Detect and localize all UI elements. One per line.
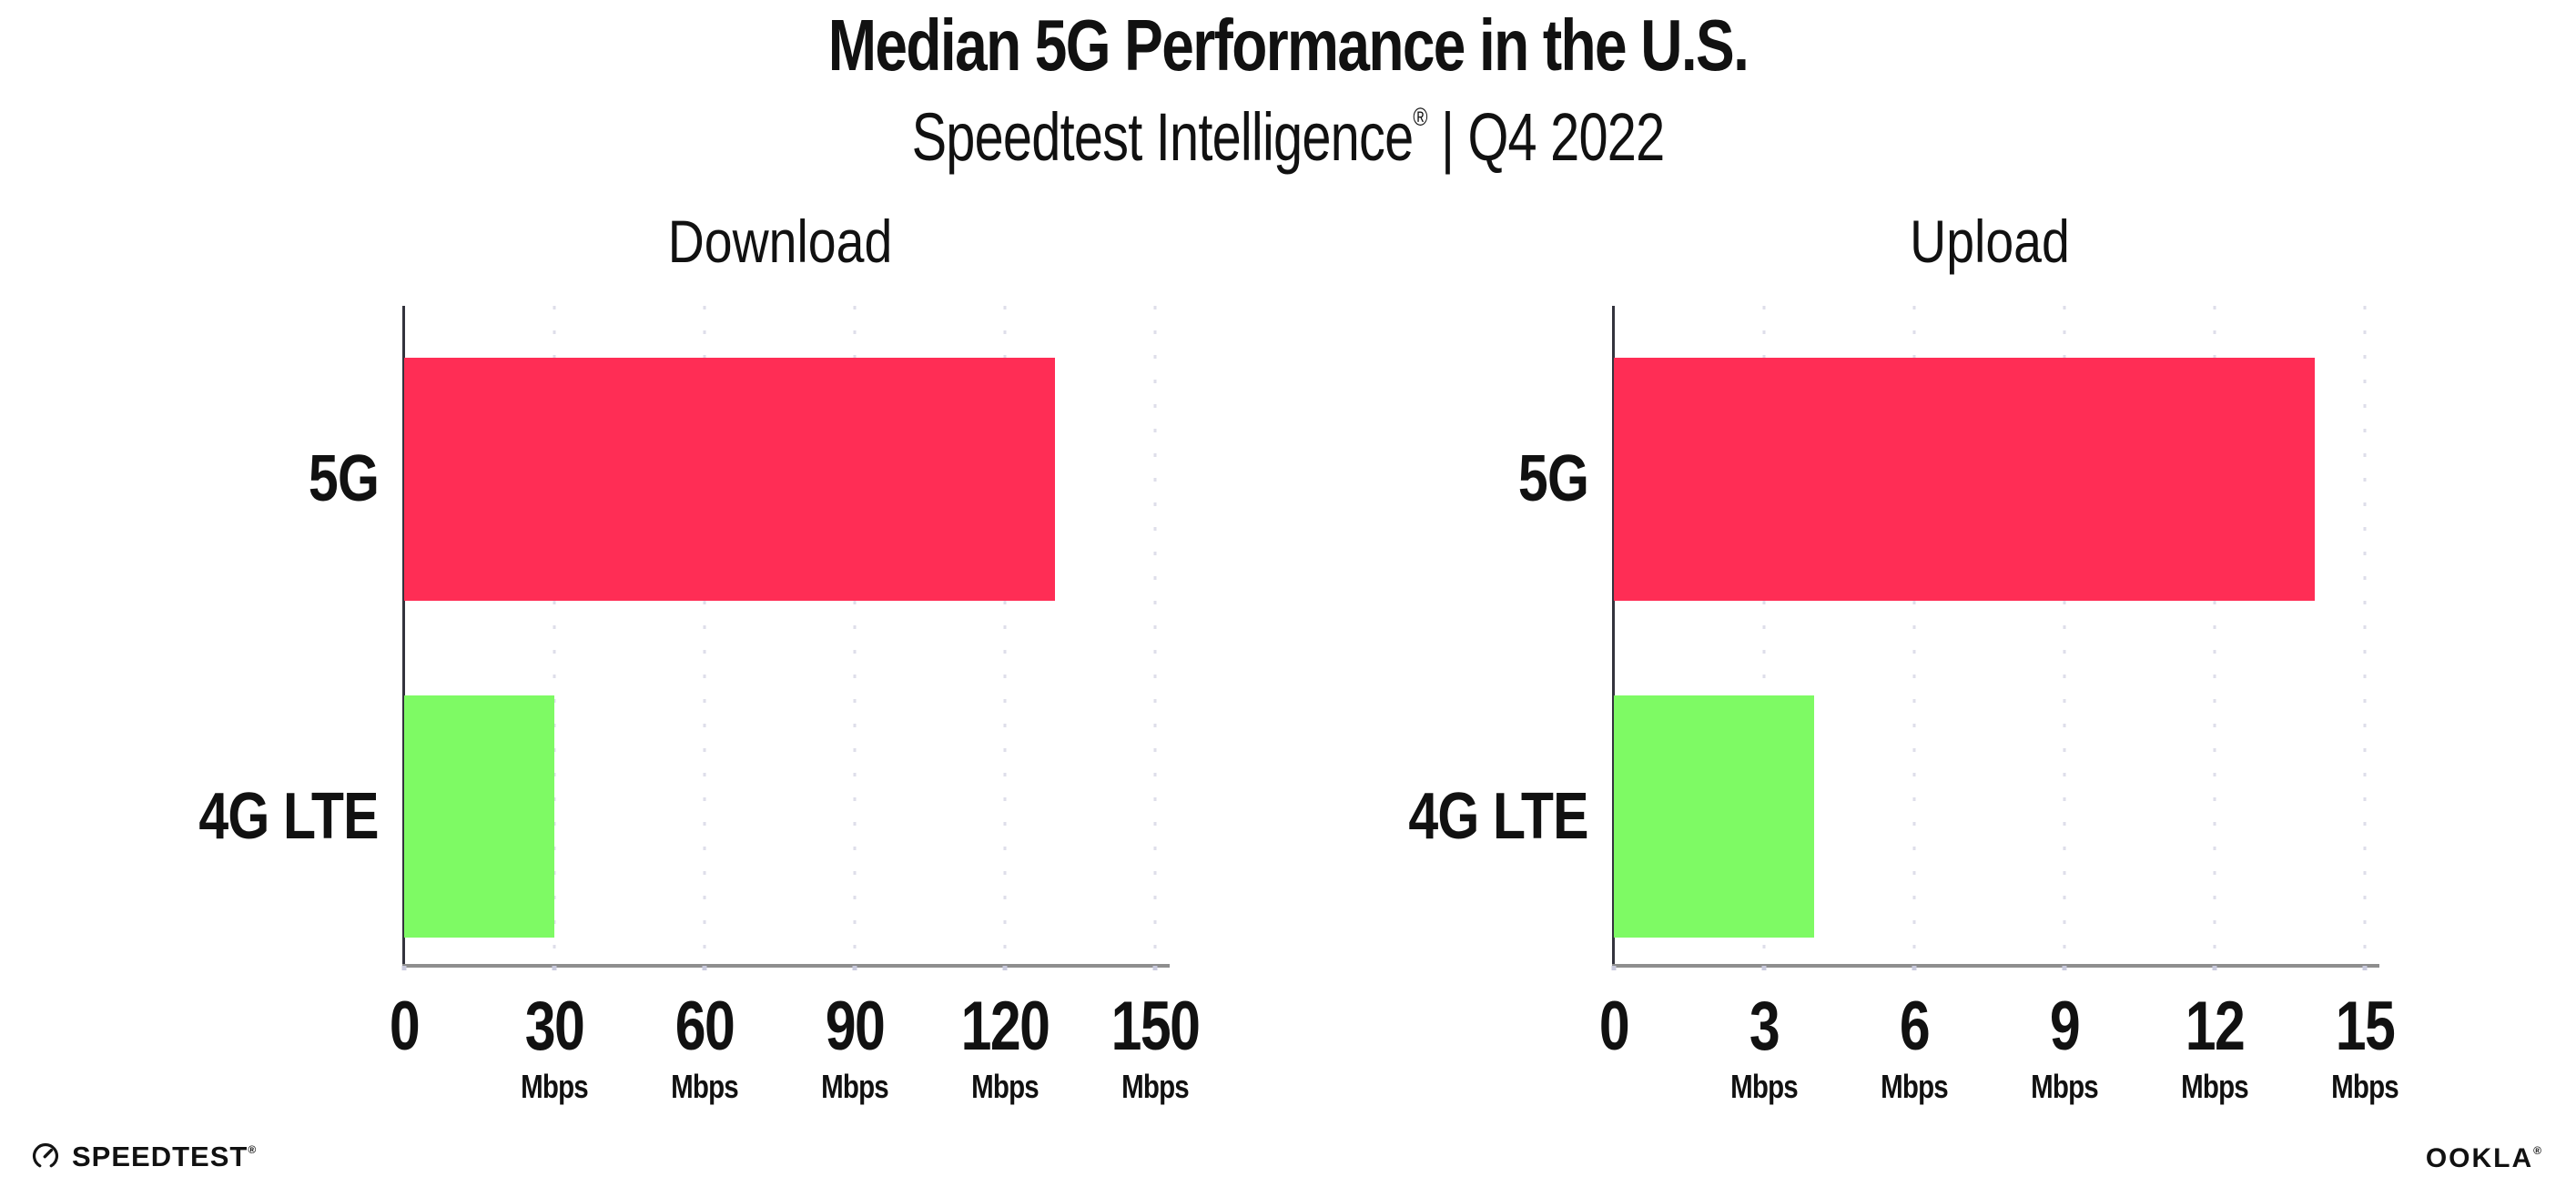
x-tick-value: 120 bbox=[960, 988, 1050, 1065]
speedtest-gauge-icon bbox=[31, 1141, 60, 1171]
bar-4g-lte bbox=[404, 695, 554, 938]
bar-5g bbox=[1614, 358, 2315, 601]
gridline bbox=[853, 306, 857, 965]
ookla-reg-mark: ® bbox=[2533, 1144, 2543, 1157]
page-subtitle: Speedtest Intelligence® | Q4 2022 bbox=[283, 104, 2292, 171]
gridline bbox=[1153, 306, 1157, 965]
x-tick-label: 150 Mbps bbox=[1100, 992, 1211, 1103]
x-tick-value: 0 bbox=[1598, 988, 1630, 1065]
x-tick-unit: Mbps bbox=[521, 1068, 589, 1105]
x-tick-value: 6 bbox=[1899, 988, 1931, 1065]
ookla-logo: OOKLA® bbox=[2426, 1145, 2543, 1172]
x-tick-value: 30 bbox=[524, 988, 585, 1065]
x-tick-unit: Mbps bbox=[2031, 1068, 2099, 1105]
x-axis-line bbox=[402, 964, 1170, 968]
x-tick-value: 60 bbox=[674, 988, 735, 1065]
axis-tick-dot bbox=[2212, 966, 2217, 970]
axis-tick-dot bbox=[1611, 966, 1617, 970]
x-tick-label: 0 bbox=[386, 992, 422, 1061]
x-tick-label: 120 Mbps bbox=[950, 992, 1060, 1103]
subtitle-brand: Speedtest Intelligence bbox=[911, 99, 1415, 175]
axis-tick-dot bbox=[2362, 966, 2368, 970]
subtitle-period: Q4 2022 bbox=[1467, 99, 1665, 175]
x-tick-value: 0 bbox=[389, 988, 421, 1065]
bar-5g bbox=[404, 358, 1055, 601]
ookla-wordmark: OOKLA® bbox=[2425, 1143, 2543, 1173]
gridline bbox=[2213, 306, 2216, 965]
download-chart-plot: Download 0 30 Mbps 60 Mbps 90 Mbps 120 Mbps 150 Mb… bbox=[199, 211, 1201, 1103]
x-tick-unit: Mbps bbox=[1121, 1068, 1190, 1105]
category-label-4g-lte: 4G LTE bbox=[198, 780, 380, 854]
x-tick-unit: Mbps bbox=[2331, 1068, 2399, 1105]
upload-chart-plot: Upload 0 3 Mbps 6 Mbps 9 Mbps 12 Mbps 15 Mbps 5G 4G … bbox=[1409, 211, 2399, 1103]
x-tick-value: 90 bbox=[825, 988, 886, 1065]
speedtest-logo: SPEEDTEST® bbox=[31, 1141, 257, 1171]
x-tick-label: 90 Mbps bbox=[814, 992, 896, 1103]
x-tick-label: 30 Mbps bbox=[513, 992, 595, 1103]
x-tick-unit: Mbps bbox=[1730, 1068, 1799, 1105]
gridline bbox=[2363, 306, 2367, 965]
x-tick-value: 12 bbox=[2185, 988, 2246, 1065]
gridline bbox=[1912, 306, 1916, 965]
gridline bbox=[1762, 306, 1766, 965]
axis-tick-dot bbox=[702, 966, 707, 970]
download-chart-title: Download bbox=[667, 208, 892, 275]
x-tick-value: 3 bbox=[1749, 988, 1780, 1065]
axis-tick-dot bbox=[1002, 966, 1008, 970]
x-tick-unit: Mbps bbox=[671, 1068, 739, 1105]
x-axis-line bbox=[1612, 964, 2379, 968]
category-label-5g: 5G bbox=[308, 442, 380, 516]
x-tick-value: 15 bbox=[2335, 988, 2396, 1065]
axis-tick-dot bbox=[1152, 966, 1158, 970]
registered-mark: ® bbox=[1413, 103, 1427, 131]
gridline bbox=[553, 306, 556, 965]
gridline bbox=[2063, 306, 2066, 965]
gridline bbox=[703, 306, 706, 965]
category-label-5g: 5G bbox=[1517, 442, 1589, 516]
axis-tick-dot bbox=[2062, 966, 2067, 970]
x-tick-value: 150 bbox=[1111, 988, 1201, 1065]
x-tick-label: 6 Mbps bbox=[1873, 992, 1955, 1103]
bar-4g-lte bbox=[1614, 695, 1814, 938]
x-tick-label: 15 Mbps bbox=[2324, 992, 2406, 1103]
page-title: Median 5G Performance in the U.S. bbox=[827, 5, 1749, 86]
gridline bbox=[1003, 306, 1007, 965]
axis-tick-dot bbox=[1912, 966, 1917, 970]
x-tick-label: 9 Mbps bbox=[2023, 992, 2105, 1103]
speedtest-reg-mark: ® bbox=[248, 1142, 258, 1156]
x-tick-unit: Mbps bbox=[971, 1068, 1040, 1105]
upload-chart-title: Upload bbox=[1909, 208, 2070, 275]
x-tick-label: 3 Mbps bbox=[1723, 992, 1805, 1103]
axis-tick-dot bbox=[1761, 966, 1767, 970]
y-axis-line bbox=[1612, 306, 1615, 965]
y-axis-line bbox=[402, 306, 405, 965]
x-tick-unit: Mbps bbox=[821, 1068, 889, 1105]
axis-tick-dot bbox=[552, 966, 557, 970]
speedtest-wordmark: SPEEDTEST® bbox=[72, 1140, 258, 1172]
x-tick-unit: Mbps bbox=[1881, 1068, 1949, 1105]
x-tick-label: 12 Mbps bbox=[2174, 992, 2256, 1103]
subtitle-separator: | bbox=[1426, 99, 1468, 175]
x-tick-label: 60 Mbps bbox=[664, 992, 745, 1103]
category-label-4g-lte: 4G LTE bbox=[1408, 780, 1589, 854]
axis-tick-dot bbox=[401, 966, 407, 970]
x-tick-label: 0 bbox=[1596, 992, 1632, 1061]
x-tick-value: 9 bbox=[2049, 988, 2081, 1065]
x-tick-unit: Mbps bbox=[2181, 1068, 2249, 1105]
axis-tick-dot bbox=[852, 966, 857, 970]
